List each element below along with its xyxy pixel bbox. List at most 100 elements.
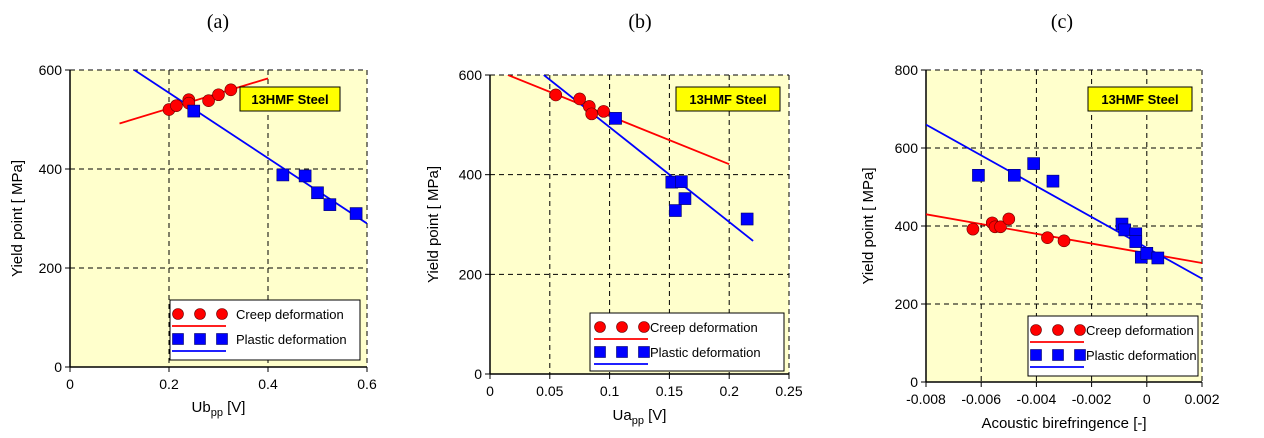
x-axis-label-unit: [V] [644, 407, 667, 424]
x-tick-label: -0.002 [1072, 391, 1112, 407]
chart-panel-b: (b) 0 0.05 0.1 0.15 0.2 0.25 0 200 400 600 Yield po… [425, 11, 803, 427]
data-point-plastic [678, 192, 692, 205]
data-point-plastic [349, 207, 363, 220]
x-tick-label: 0.1 [600, 383, 620, 399]
x-tick-label: 0.05 [536, 383, 563, 399]
panel-label: (a) [207, 11, 229, 33]
data-point-plastic [740, 212, 754, 226]
y-tick-label: 200 [459, 266, 483, 282]
data-point-plastic [1027, 157, 1040, 170]
data-point-plastic [298, 169, 312, 183]
legend-label-creep: Creep deformation [650, 320, 758, 335]
legend-marker-plastic [172, 333, 184, 345]
x-tick-label: 0.25 [775, 383, 802, 399]
panel-label: (b) [628, 11, 651, 33]
legend-marker-plastic [194, 333, 206, 345]
y-tick-label: 200 [39, 260, 63, 276]
data-point-creep [212, 88, 225, 102]
data-point-creep [994, 220, 1007, 234]
annotation-text: 13HMF Steel [689, 92, 766, 107]
chart-panel-c: (c) -0.008 -0.006 -0.004 -0.002 0 0.002 0 200 400… [860, 11, 1220, 432]
plot-data-layer [507, 75, 754, 242]
legend-marker-plastic [1074, 349, 1086, 361]
chart-panel-a: (a) 0 0.2 0.4 0.6 0 200 400 600 Yield point [ MPa… [9, 11, 377, 419]
data-point-plastic [311, 186, 324, 200]
legend-label-plastic: Plastic deformation [650, 345, 761, 360]
x-tick-label: -0.006 [961, 391, 1001, 407]
y-tick-label: 0 [474, 366, 482, 382]
x-tick-label: 0.2 [159, 376, 179, 392]
legend-marker-creep [1074, 324, 1086, 336]
x-tick-label: 0.002 [1184, 391, 1219, 407]
legend-marker-creep [1030, 324, 1042, 336]
annotation-box [1087, 86, 1193, 112]
x-axis-label: Acoustic birefringence [-] [981, 415, 1146, 432]
y-tick-label: 400 [895, 218, 919, 234]
legend-marker-creep [638, 321, 650, 333]
x-tick-label: 0 [1143, 391, 1151, 407]
fit-line-plastic [133, 70, 367, 225]
data-point-creep [966, 222, 980, 236]
y-tick-label: 600 [895, 140, 919, 156]
y-tick-label: 800 [895, 62, 919, 78]
y-tick-label: 200 [895, 296, 919, 312]
y-axis-label: Yield point [ MPa] [9, 160, 26, 277]
x-axis-label: Uapp [V] [613, 407, 667, 427]
y-axis-label: Yield point [ MPa] [860, 167, 877, 284]
data-point-creep [597, 105, 610, 118]
data-point-plastic [1129, 235, 1143, 248]
data-point-creep [549, 88, 563, 102]
data-point-plastic [1140, 247, 1154, 260]
legend-marker-plastic [594, 346, 606, 358]
data-point-plastic [675, 175, 688, 188]
legend-marker-creep [216, 308, 228, 320]
x-tick-label: 0.4 [258, 376, 278, 392]
data-point-creep [1002, 212, 1016, 226]
data-point-plastic [1151, 251, 1165, 265]
x-axis-label-main: Ua [613, 407, 633, 424]
annotation-box [239, 86, 341, 112]
x-axis-label-unit: [V] [223, 399, 246, 416]
x-tick-label: -0.004 [1017, 391, 1057, 407]
annotation-box [675, 86, 781, 112]
y-tick-label: 600 [39, 62, 63, 78]
legend-marker-plastic [1030, 349, 1042, 361]
data-point-creep [224, 83, 238, 97]
annotation-text: 13HMF Steel [251, 92, 328, 107]
x-tick-label: -0.008 [906, 391, 946, 407]
legend-marker-creep [1052, 324, 1064, 336]
y-axis-label: Yield point [ MPa] [425, 166, 442, 283]
plot-data-layer [926, 123, 1202, 280]
legend-marker-creep [616, 321, 628, 333]
x-tick-label: 0.2 [719, 383, 739, 399]
y-tick-label: 400 [39, 161, 63, 177]
y-tick-label: 0 [54, 359, 62, 375]
data-point-creep [573, 92, 587, 106]
x-axis-label: Ubpp [V] [192, 399, 246, 419]
data-point-plastic [669, 204, 682, 217]
x-tick-label: 0.6 [357, 376, 377, 392]
data-point-plastic [609, 112, 622, 125]
y-tick-label: 400 [459, 167, 483, 183]
legend-marker-creep [172, 308, 184, 320]
data-point-plastic [187, 104, 201, 118]
data-point-plastic [323, 198, 337, 211]
y-tick-label: 0 [910, 374, 918, 390]
x-tick-label: 0 [66, 376, 74, 392]
data-point-plastic [276, 168, 290, 182]
legend-label-plastic: Plastic deformation [236, 332, 347, 347]
data-point-creep [1041, 231, 1054, 244]
plot-data-layer [119, 70, 367, 225]
legend-marker-plastic [1052, 349, 1064, 361]
x-axis-label-sub: pp [211, 407, 223, 419]
legend-marker-plastic [638, 346, 650, 358]
panel-label: (c) [1051, 11, 1073, 33]
legend-label-creep: Creep deformation [236, 307, 344, 322]
x-tick-label: 0.15 [656, 383, 683, 399]
legend-marker-plastic [616, 346, 628, 358]
data-point-plastic [1118, 223, 1132, 237]
legend-marker-creep [594, 321, 606, 333]
y-tick-label: 600 [459, 67, 483, 83]
x-tick-label: 0 [486, 383, 494, 399]
